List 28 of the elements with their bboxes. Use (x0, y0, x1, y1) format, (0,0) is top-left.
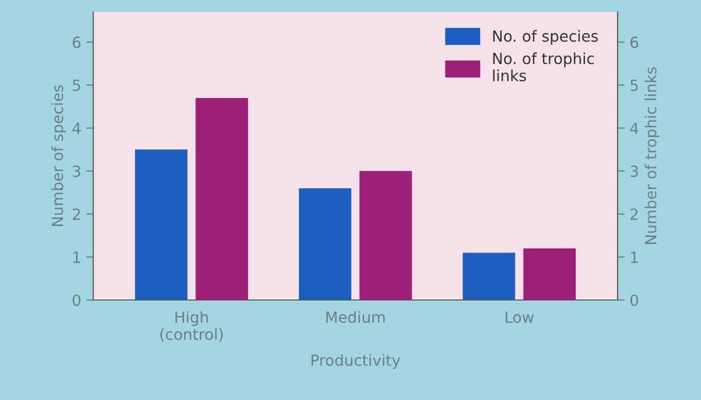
legend-label: No. of species (493, 30, 598, 45)
y-tick-label: 6 (72, 36, 80, 48)
x-axis-title: Productivity (312, 354, 400, 369)
bar (196, 98, 248, 300)
bar (462, 252, 516, 300)
y2-tick-label: 6 (630, 36, 638, 48)
y2-tick-label: 3 (630, 166, 638, 178)
y-tick-label: 0 (72, 294, 80, 306)
y2-tick-label: 1 (631, 252, 638, 263)
y-tick-label: 5 (72, 80, 80, 92)
y-tick-label: 4 (72, 122, 81, 134)
y2-tick-label: 5 (630, 80, 638, 92)
y-tick-label: 2 (72, 208, 80, 220)
y-axis-title: Number of species (51, 85, 66, 226)
bar (135, 150, 188, 300)
y2-axis-title: Number of trophic links (644, 67, 660, 244)
x-tick-label: Medium (326, 311, 385, 323)
y2-tick-label: 0 (630, 294, 638, 306)
y2-tick-label: 4 (630, 122, 638, 134)
bar (523, 248, 576, 300)
bar (360, 171, 412, 300)
x-tick-label: High (control) (160, 311, 223, 342)
y-tick-label: 1 (73, 252, 80, 263)
y2-tick-label: 2 (630, 208, 638, 220)
bar (298, 188, 352, 300)
x-tick-label: Low (506, 312, 534, 323)
y-tick-label: 3 (72, 166, 80, 178)
legend-label: No. of trophic links (493, 52, 594, 82)
